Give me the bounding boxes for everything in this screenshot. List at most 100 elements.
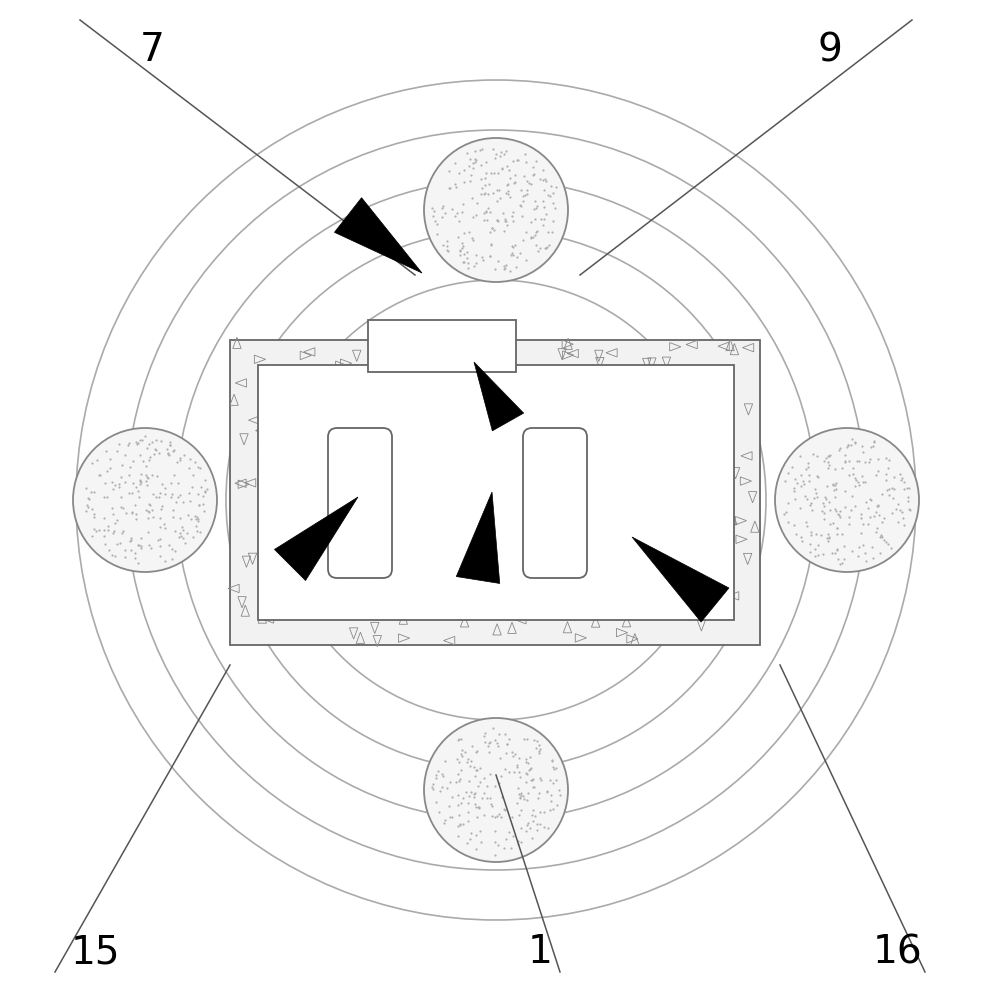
Point [530,816,546,832]
Point [469,762,485,778]
Point [886,469,902,485]
Point [89,452,105,468]
Point [850,474,866,490]
Point [486,222,502,238]
Point [142,497,158,513]
Point [778,473,794,489]
Point [490,213,506,229]
Point [797,476,812,492]
Point [535,172,551,188]
Point [199,481,215,497]
Point [505,239,521,255]
Point [489,212,505,228]
Point [497,726,513,742]
Point [442,774,458,790]
Point [183,511,198,527]
Point [197,472,213,488]
Point [451,816,467,832]
Point [529,153,545,169]
Point [817,450,833,466]
Point [855,537,871,553]
Point [857,474,873,490]
Point [163,437,179,453]
Point [482,204,498,220]
Point [858,553,874,569]
Point [546,185,561,201]
Point [802,473,817,489]
Point [478,154,494,170]
Point [127,550,143,566]
Point [428,794,443,810]
Point [819,448,835,464]
Point [424,779,439,795]
Point [134,538,150,554]
Point [130,483,146,499]
Point [515,188,531,204]
Point [879,482,895,498]
Point [483,796,499,812]
Point [502,189,518,205]
Point [541,187,557,203]
Point [489,193,505,209]
Point [186,454,202,470]
Point [143,540,159,556]
Point [138,458,154,474]
Point [808,526,824,542]
Point [497,213,513,229]
Point [128,479,144,495]
Point [541,237,557,253]
Point [186,529,201,545]
Point [476,186,492,202]
Point [190,511,206,527]
Point [499,158,515,174]
Point [455,196,471,212]
Point [477,734,493,750]
Point [540,783,556,799]
Point [482,734,498,750]
Point [535,162,551,178]
Point [501,824,517,840]
Point [530,733,546,749]
Point [532,240,548,256]
Point [807,481,823,497]
Point [125,453,141,469]
Point [451,213,467,229]
Point [533,772,549,788]
Point [533,816,549,832]
Point [441,798,457,814]
Point [139,473,155,489]
Point [880,536,896,552]
Point [843,437,859,453]
Point [819,526,835,542]
Point [466,785,482,801]
Point [487,150,503,166]
Point [883,540,899,556]
Point [461,773,477,789]
Point [117,542,133,558]
Point [517,731,533,747]
Point [549,797,564,813]
Point [525,802,541,818]
Point [163,475,179,491]
Point [458,784,474,800]
Point [463,784,479,800]
Point [428,767,443,783]
Point [496,801,512,817]
Point [525,779,541,795]
Point [832,556,848,572]
Point [463,825,479,841]
Point [187,518,203,534]
Point [132,489,148,505]
Point [528,193,544,209]
Point [450,732,466,748]
Polygon shape [474,362,524,431]
Point [814,495,830,511]
Point [113,489,129,505]
Point [177,535,192,551]
Point [869,498,885,514]
Point [840,437,856,453]
Point [490,837,506,853]
Point [819,454,835,470]
Circle shape [424,718,568,862]
Point [537,819,553,835]
